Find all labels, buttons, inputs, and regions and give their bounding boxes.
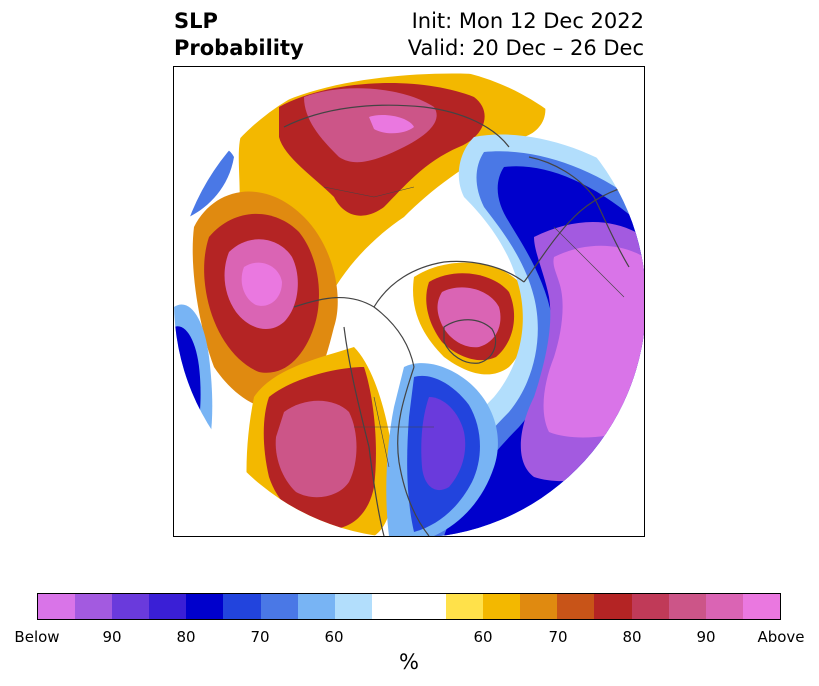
colorbar-swatch: [705, 594, 743, 619]
colorbar-swatch: [223, 594, 261, 619]
colorbar-swatch: [668, 594, 706, 619]
colorbar-tick-above-70: 70: [548, 628, 568, 646]
below-max-eurasia: [543, 245, 644, 438]
colorbar-tick-below-90: 90: [102, 628, 122, 646]
date-info: Init: Mon 12 Dec 2022 Valid: 20 Dec – 26…: [408, 8, 644, 62]
colorbar-tick-below: Below: [14, 628, 60, 646]
below-strong-eastna: [421, 397, 466, 491]
colorbar-unit-label: %: [399, 650, 419, 674]
map-panel: [173, 66, 645, 537]
above-peak-greenland: [437, 287, 501, 348]
colorbar-tick-below-60: 60: [324, 628, 344, 646]
colorbar-tick-below-80: 80: [176, 628, 196, 646]
colorbar-tick-above-60: 60: [473, 628, 493, 646]
colorbar-swatch: [75, 594, 113, 619]
colorbar-swatch: [297, 594, 335, 619]
colorbar: [37, 593, 781, 620]
colorbar-swatch: [149, 594, 187, 619]
init-date-label: Init: Mon 12 Dec 2022: [411, 9, 644, 33]
colorbar-tick-above: Above: [757, 628, 805, 646]
map-title: SLP Probability: [174, 8, 304, 62]
colorbar-swatch: [594, 594, 632, 619]
valid-range-label: Valid: 20 Dec – 26 Dec: [407, 36, 644, 60]
colorbar-swatch: [520, 594, 558, 619]
colorbar-swatch: [631, 594, 669, 619]
colorbar-swatch: [260, 594, 298, 619]
borders: [323, 186, 625, 468]
colorbar-tick-below-70: 70: [250, 628, 270, 646]
colorbar-swatch: [742, 594, 780, 619]
above-max-asia: [369, 115, 414, 134]
above-max-pacific: [241, 262, 282, 306]
colorbar-swatch: [112, 594, 150, 619]
title-line-2: Probability: [174, 36, 304, 60]
above-peak-asia: [304, 88, 437, 163]
title-line-1: SLP: [174, 9, 218, 33]
colorbar-swatch: [38, 594, 76, 619]
colorbar-swatch: [371, 594, 447, 619]
above-peak-westna: [275, 400, 357, 498]
colorbar-tick-above-90: 90: [696, 628, 716, 646]
probability-map: [174, 67, 644, 536]
colorbar-swatch: [446, 594, 484, 619]
colorbar-swatch: [334, 594, 372, 619]
colorbar-tick-above-80: 80: [622, 628, 642, 646]
colorbar-swatch: [483, 594, 521, 619]
colorbar-swatch: [186, 594, 224, 619]
colorbar-swatch: [557, 594, 595, 619]
